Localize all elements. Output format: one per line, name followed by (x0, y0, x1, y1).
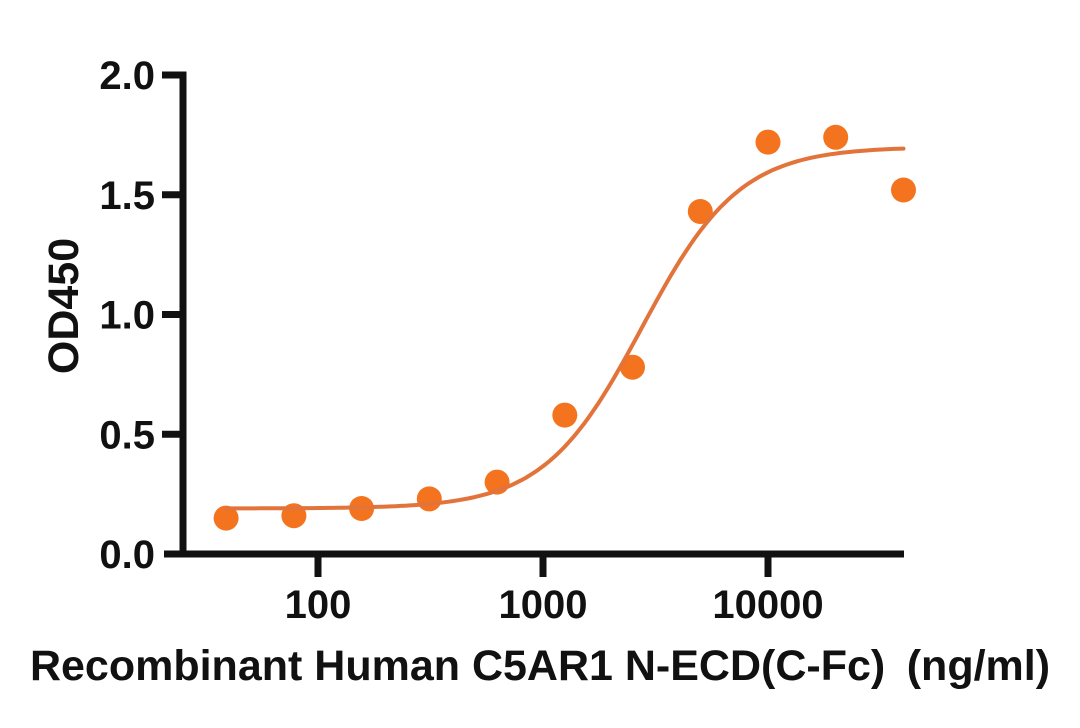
data-point (687, 199, 713, 224)
x-axis-title: Recombinant Human C5AR1 N-ECD(C-Fc) (ng/… (30, 642, 1050, 690)
x-tick-label: 10000 (712, 583, 823, 627)
data-point (620, 354, 645, 380)
data-point (823, 124, 849, 150)
plot-area: 0.0 0.5 1.0 1.5 2.0 100 1000 10000 (99, 54, 916, 627)
y-tick-label: 1.5 (99, 174, 155, 218)
y-tick-label: 0.0 (99, 533, 155, 577)
y-tick-label: 0.5 (99, 413, 155, 457)
fit-curve (224, 146, 906, 511)
x-tick-label: 1000 (499, 583, 588, 627)
data-point (891, 177, 916, 203)
x-tick-label: 100 (285, 583, 352, 627)
data-point (552, 402, 578, 428)
data-point (755, 129, 781, 155)
data-point (416, 486, 442, 512)
data-point (213, 505, 239, 531)
y-tick-label: 2.0 (99, 54, 155, 98)
y-tick-label: 1.0 (99, 294, 155, 338)
y-axis-title: OD450 (40, 238, 88, 374)
